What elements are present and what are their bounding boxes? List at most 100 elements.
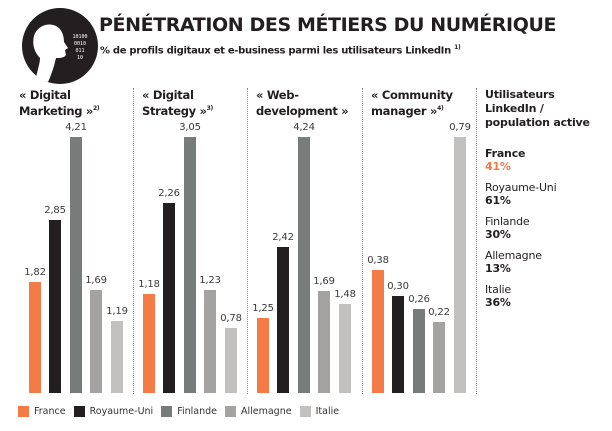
logo-digits-row: 10100 [72, 34, 87, 40]
panel-title-line2: Strategy » [142, 103, 207, 118]
bar-royaume-uni-panel-4 [392, 296, 404, 393]
bar-france-panel-3 [257, 318, 269, 393]
bar-italie-panel-4 [454, 137, 466, 393]
panel-divider [476, 88, 477, 394]
bar-italie-panel-1 [111, 321, 123, 393]
legend-item-finlande: Finlande [161, 406, 217, 417]
sidebar-title-line: Utilisateurs [485, 88, 555, 101]
legend-item-royaume-uni: Royaume-Uni [73, 406, 154, 417]
bar-finlande-panel-1 [70, 137, 82, 393]
sidebar-country: Italie [485, 283, 511, 296]
linkedin-users-sidebar: Utilisateurs LinkedIn / population activ… [485, 88, 610, 309]
sidebar-country: Finlande [485, 215, 530, 228]
bar-finlande-panel-4 [413, 309, 425, 393]
legend-label: France [34, 406, 66, 417]
sidebar-item-italie: Italie 36% [485, 283, 610, 309]
panel-title-line: manager »4) [371, 102, 453, 118]
sidebar-item-france: France 41% [485, 147, 610, 173]
bar-france-panel-2 [143, 294, 155, 393]
bar-italie-panel-2 [225, 328, 237, 393]
panel-title-line: « Digital [142, 88, 194, 102]
sidebar-title-line: population active [485, 116, 590, 129]
chart-title: PÉNÉTRATION DES MÉTIERS DU NUMÉRIQUE [99, 14, 557, 36]
bar-italie-panel-3 [339, 304, 351, 393]
sidebar-value: 41% [485, 160, 511, 173]
sidebar-country: Allemagne [485, 249, 542, 262]
bar-value-label: 3,05 [179, 122, 201, 133]
panel-title-line: Strategy »3) [142, 102, 213, 118]
panel-title-line: « Community [371, 88, 453, 102]
bar-value-label: 1,18 [138, 279, 160, 290]
bar-value-label: 0,78 [220, 313, 242, 324]
panel-footnote: 4) [437, 105, 444, 112]
panel-title-digital-strategy: « Digital Strategy »3) [142, 88, 213, 118]
bar-value-label: 2,42 [272, 232, 294, 243]
bar-value-label: 1,69 [313, 276, 335, 287]
legend-label: Allemagne [240, 406, 292, 417]
bar-value-label: 1,48 [334, 289, 356, 300]
legend-item-italie: Italie [299, 406, 340, 417]
bar-value-label: 1,23 [199, 275, 221, 286]
subtitle-text: % de profils digitaux et e-business parm… [100, 45, 451, 57]
bar-value-label: 1,19 [106, 306, 128, 317]
panel-title-web-development: « Web- development » [256, 88, 349, 118]
logo-digits-row: 10 [77, 55, 83, 61]
bar-value-label: 0,26 [408, 294, 430, 305]
sidebar-item-finlande: Finlande 30% [485, 215, 610, 241]
chart-subtitle: % de profils digitaux et e-business parm… [100, 44, 461, 57]
bar-royaume-uni-panel-1 [49, 220, 61, 393]
sidebar-country: Royaume-Uni [485, 181, 557, 194]
chart-legend: France Royaume-Uni Finlande Allemagne It… [18, 406, 347, 417]
legend-label: Royaume-Uni [89, 406, 154, 417]
panel-title-line2: Marketing » [19, 103, 94, 118]
panel-title-line2: development » [256, 103, 349, 118]
panel-divider [247, 88, 248, 394]
panel-title-line: « Web- [256, 88, 299, 102]
legend-swatch [161, 406, 173, 417]
legend-swatch [224, 406, 236, 417]
panel-title-line: Marketing »2) [19, 102, 100, 118]
bar-value-label: 0,38 [367, 255, 389, 266]
panel-title-digital-marketing: « Digital Marketing »2) [19, 88, 100, 118]
bar-royaume-uni-panel-3 [277, 247, 289, 393]
bar-allemagne-panel-3 [318, 291, 330, 393]
sidebar-value: 36% [485, 296, 511, 309]
panel-footnote: 3) [206, 105, 214, 112]
sidebar-value: 13% [485, 262, 511, 275]
bar-value-label: 4,24 [293, 122, 315, 133]
legend-swatch [299, 406, 311, 417]
panel-title-line: development » [256, 102, 349, 118]
bar-value-label: 1,25 [252, 303, 274, 314]
bar-royaume-uni-panel-2 [163, 203, 175, 393]
bar-value-label: 2,85 [44, 205, 66, 216]
bar-value-label: 0,22 [428, 307, 450, 318]
bar-value-label: 1,82 [24, 267, 46, 278]
logo-person-binary-icon: 10100 0010 011 10 [22, 8, 98, 84]
logo-digits-row: 0010 [74, 41, 86, 47]
legend-item-allemagne: Allemagne [224, 406, 292, 417]
bar-allemagne-panel-2 [204, 290, 216, 393]
sidebar-country: France [485, 147, 526, 160]
bar-finlande-panel-3 [298, 137, 310, 393]
bar-allemagne-panel-1 [90, 290, 102, 393]
panel-divider [362, 88, 363, 394]
legend-swatch [18, 406, 29, 417]
legend-swatch [73, 406, 85, 417]
panel-divider [133, 88, 134, 394]
bar-value-label: 0,30 [387, 281, 409, 292]
sidebar-value: 61% [485, 194, 511, 207]
legend-label: Italie [315, 406, 340, 417]
logo-digits-row: 011 [75, 48, 84, 54]
bar-france-panel-1 [29, 282, 41, 393]
bar-france-panel-4 [372, 270, 384, 393]
bar-value-label: 1,69 [85, 275, 107, 286]
bar-value-label: 0,79 [449, 122, 471, 133]
bar-value-label: 4,21 [65, 122, 87, 133]
sidebar-value: 30% [485, 228, 511, 241]
panel-title-line2: manager » [371, 103, 438, 118]
sidebar-title-line: LinkedIn / [485, 102, 544, 115]
subtitle-footnote: 1) [454, 44, 461, 51]
panel-footnote: 2) [93, 105, 100, 112]
panel-title-community-manager: « Community manager »4) [371, 88, 453, 118]
sidebar-title: Utilisateurs LinkedIn / population activ… [485, 88, 610, 130]
